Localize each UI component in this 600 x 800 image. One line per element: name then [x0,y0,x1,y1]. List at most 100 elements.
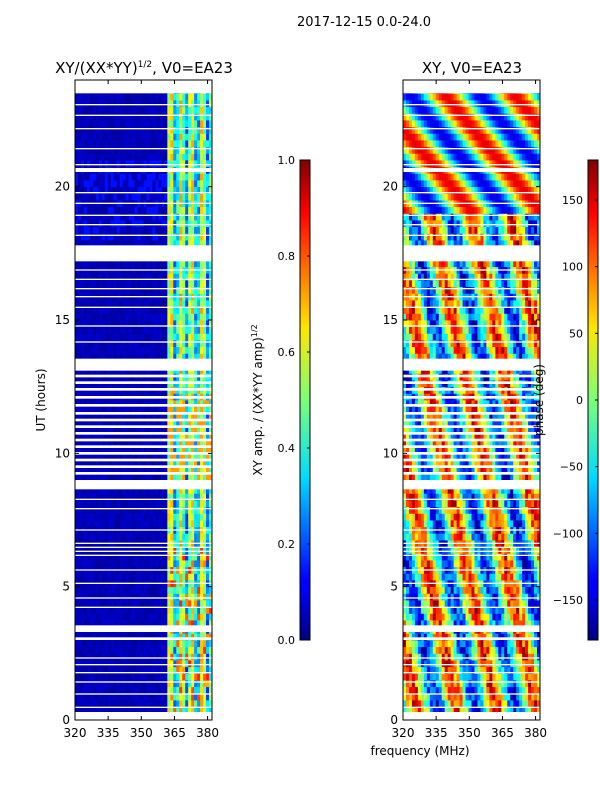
heatmap-cell [176,333,180,341]
heatmap-cell [167,126,171,134]
heatmap-cell [104,133,109,141]
heatmap-cell [164,693,168,701]
heatmap-cell [525,653,529,661]
heatmap-cell [104,620,109,628]
heatmap-cell [104,606,109,614]
heatmap-cell [432,673,437,681]
heatmap-cell [146,453,150,461]
heatmap-cell [77,653,82,661]
heatmap-cell [143,286,147,294]
heatmap-cell [182,573,186,581]
heatmap-cell [104,286,109,294]
heatmap-cell [75,506,79,514]
heatmap-cell [182,706,186,714]
heatmap-cell [155,173,159,181]
heatmap-cell [209,353,212,361]
heatmap-cell [441,666,446,674]
heatmap-cell [125,453,130,461]
heatmap-cell [182,146,186,154]
heatmap-cell [116,660,121,668]
heatmap-cell [414,680,419,688]
heatmap-cell [176,493,180,501]
heatmap-cell [209,140,212,148]
heatmap-cell [143,233,147,241]
heatmap-cell [86,233,91,241]
heatmap-cell [134,446,138,454]
heatmap-cell [149,453,153,461]
heatmap-cell [122,666,127,674]
heatmap-cell [447,700,452,708]
heatmap-cell [167,113,171,121]
heatmap-cell [155,500,159,508]
heatmap-cell [188,120,192,128]
heatmap-cell [403,693,407,701]
heatmap-cell [89,586,94,594]
heatmap-cell [158,300,162,308]
heatmap-cell [206,146,210,154]
heatmap-cell [98,600,103,608]
heatmap-cell [75,546,79,554]
heatmap-cell [152,646,156,654]
heatmap-cell [80,686,85,694]
heatmap-cell [128,593,132,601]
heatmap-cell [185,240,189,248]
heatmap-cell [209,620,212,628]
heatmap-cell [188,486,192,494]
heatmap-cell [125,406,130,414]
heatmap-cell [80,113,85,121]
heatmap-cell [149,466,153,474]
heatmap-cell [152,286,156,294]
heatmap-cell [131,180,135,188]
heatmap-cell [513,686,517,694]
heatmap-cell [528,653,532,661]
heatmap-cell [86,673,91,681]
heatmap-cell [414,700,419,708]
heatmap-cell [155,520,159,528]
heatmap-cell [80,440,85,448]
heatmap-cell [128,440,132,448]
heatmap-cell [182,273,186,281]
heatmap-cell [525,673,529,681]
heatmap-cell [203,100,207,108]
heatmap-cell [504,700,508,708]
heatmap-cell [197,260,201,268]
heatmap-cell [77,466,82,474]
heatmap-cell [95,233,100,241]
heatmap-cell [146,333,150,341]
heatmap-cell [131,553,135,561]
heatmap-cell [131,440,135,448]
heatmap-cell [104,433,109,441]
heatmap-cell [158,180,162,188]
heatmap-cell [209,433,212,441]
heatmap-cell [75,593,79,601]
heatmap-cell [519,686,523,694]
heatmap-cell [435,660,440,668]
heatmap-cell [191,333,195,341]
heatmap-cell [480,653,484,661]
heatmap-cell [161,180,165,188]
heatmap-cell [110,433,115,441]
heatmap-cell [191,180,195,188]
heatmap-cell [128,140,132,148]
heatmap-cell [128,286,132,294]
heatmap-cell [113,106,118,114]
heatmap-cell [75,146,79,154]
heatmap-cell [95,260,100,268]
heatmap-cell [89,546,94,554]
heatmap-cell [75,700,79,708]
heatmap-cell [119,286,124,294]
heatmap-cell [200,160,204,168]
heatmap-cell [75,353,79,361]
heatmap-cell [459,693,463,701]
heatmap-cell [483,693,487,701]
heatmap-cell [158,280,162,288]
heatmap-cell [83,326,88,334]
heatmap-cell [110,400,115,408]
heatmap-cell [140,653,144,661]
flagged-row [75,681,212,683]
heatmap-cell [173,273,177,281]
heatmap-cell [170,226,174,234]
flagged-row [75,582,212,584]
heatmap-cell [83,506,88,514]
heatmap-cell [146,113,150,121]
